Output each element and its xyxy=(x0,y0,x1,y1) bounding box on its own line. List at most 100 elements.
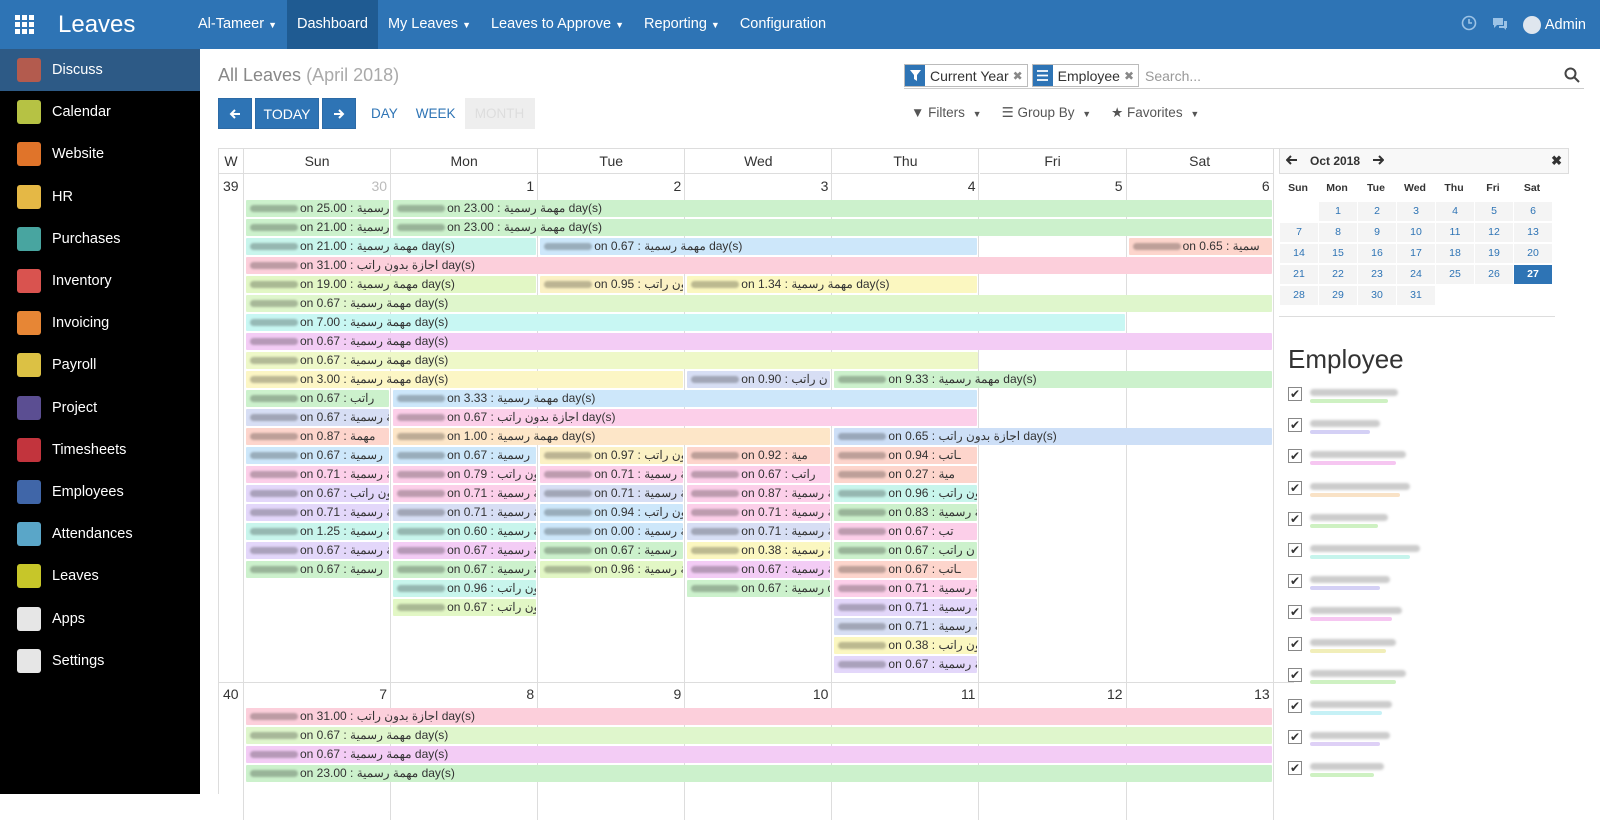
leave-event[interactable]: on 0.79 : بدون راتب xyxy=(393,466,537,483)
day-number[interactable]: 3 xyxy=(820,178,829,194)
leave-event[interactable]: on 0.90 : ن راتب xyxy=(687,371,831,388)
group-by-dropdown[interactable]: ☰ Group By ▼ xyxy=(1002,105,1092,121)
leave-event[interactable]: on 21.00 : مهمة رسمية day(s) xyxy=(246,238,537,255)
mini-day[interactable]: 9 xyxy=(1358,223,1396,242)
leave-event[interactable]: on 0.60 : مهمة رسمية xyxy=(393,523,537,540)
mini-next-icon[interactable] xyxy=(1372,154,1385,168)
employee-filter-item[interactable]: ✔ xyxy=(1288,385,1488,407)
leave-event[interactable]: on 0.67 : رسمية day(s) xyxy=(687,580,831,597)
close-icon[interactable]: ✖ xyxy=(1551,153,1562,168)
leave-event[interactable]: on 0.71 : مهمة رسمية xyxy=(393,504,537,521)
facet-employee[interactable]: Employee ✖ xyxy=(1031,64,1139,87)
leave-event[interactable]: on 0.67 : اجازة بدون راتب day(s) xyxy=(393,409,978,426)
leave-event[interactable]: on 0.67 : رسمية xyxy=(246,561,390,578)
sidebar-item-attendances[interactable]: Attendances xyxy=(0,513,200,555)
leave-event[interactable]: on 0.71 : مهمة رسمية xyxy=(834,599,978,616)
leave-event[interactable]: on 0.87 : مهمة xyxy=(246,428,390,445)
leave-event[interactable]: on 0.71 : مهمة رسمية xyxy=(393,485,537,502)
day-number[interactable]: 4 xyxy=(967,178,976,194)
mini-day[interactable]: 18 xyxy=(1436,244,1474,263)
sidebar-item-employees[interactable]: Employees xyxy=(0,471,200,513)
leave-event[interactable]: on 25.00 : ة رسمية xyxy=(246,200,390,217)
leave-event[interactable]: on 0.71 : مهمة رسمية xyxy=(834,580,978,597)
leave-event[interactable]: on 21.00 : مهمة رسمية xyxy=(246,219,390,236)
leave-event[interactable]: on 0.96 : بدون راتب xyxy=(834,485,978,502)
day-number[interactable]: 6 xyxy=(1261,178,1270,194)
today-button[interactable]: TODAY xyxy=(255,98,319,129)
leave-event[interactable]: on 0.71 : مهمة رسمية xyxy=(540,466,684,483)
sidebar-item-website[interactable]: Website xyxy=(0,133,200,175)
leave-event[interactable]: on 0.67 : رسمية xyxy=(540,542,684,559)
day-number[interactable]: 2 xyxy=(673,178,682,194)
leave-event[interactable]: on 0.96 : مهمة رسمية xyxy=(540,561,684,578)
sidebar-item-discuss[interactable]: Discuss xyxy=(0,49,200,92)
leave-event[interactable]: on 3.00 : مهمة رسمية day(s) xyxy=(246,371,684,388)
sidebar-item-payroll[interactable]: Payroll xyxy=(0,344,200,386)
leave-event[interactable]: on 0.94 : ـاتب xyxy=(834,447,978,464)
leave-event[interactable]: on 0.71 : مهمة رسمية xyxy=(687,523,831,540)
leave-event[interactable]: on 0.95 : بدون راتب xyxy=(540,276,684,293)
leave-event[interactable]: on 0.83 : مهمة رسمية xyxy=(834,504,978,521)
employee-filter-item[interactable]: ✔ xyxy=(1288,572,1488,594)
leave-event[interactable]: on 0.65 : اجازة بدون راتب day(s) xyxy=(834,428,1272,445)
mini-day[interactable]: 17 xyxy=(1397,244,1435,263)
leave-event[interactable]: on 0.67 : مهمة رسمية day(s) xyxy=(246,295,1272,312)
leave-event[interactable]: on 1.25 : مة رسمية xyxy=(246,523,390,540)
employee-filter-item[interactable]: ✔ xyxy=(1288,697,1488,719)
leave-event[interactable]: on 0.27 : مية xyxy=(834,466,978,483)
leave-event[interactable]: on 1.00 : مهمة رسمية day(s) xyxy=(393,428,831,445)
mini-day[interactable]: 2 xyxy=(1358,202,1396,221)
sidebar-item-purchases[interactable]: Purchases xyxy=(0,218,200,260)
leave-event[interactable]: on 0.71 : مهمة رسمية xyxy=(246,466,390,483)
leave-event[interactable]: on 0.67 : بدون راتب xyxy=(393,599,537,616)
leave-event[interactable]: on 0.67 : مهمة رسمية xyxy=(393,561,537,578)
mini-day[interactable]: 10 xyxy=(1397,223,1435,242)
sidebar-item-calendar[interactable]: Calendar xyxy=(0,91,200,133)
day-number[interactable]: 5 xyxy=(1114,178,1123,194)
leave-event[interactable]: on 7.00 : مهمة رسمية day(s) xyxy=(246,314,1125,331)
employee-filter-item[interactable]: ✔ xyxy=(1288,635,1488,657)
employee-filter-item[interactable]: ✔ xyxy=(1288,479,1488,501)
mini-day[interactable]: 4 xyxy=(1436,202,1474,221)
mini-day[interactable]: 8 xyxy=(1319,223,1357,242)
day-number[interactable]: 13 xyxy=(1254,686,1270,702)
employee-filter-item[interactable]: ✔ xyxy=(1288,510,1488,532)
mini-day[interactable]: 21 xyxy=(1280,265,1318,284)
leave-event[interactable]: on 19.00 : مهمة رسمية day(s) xyxy=(246,276,537,293)
mini-day[interactable]: 25 xyxy=(1436,265,1474,284)
sidebar-item-project[interactable]: Project xyxy=(0,387,200,429)
menu-item-my-leaves[interactable]: My Leaves ▼ xyxy=(378,0,481,49)
day-number[interactable]: 7 xyxy=(379,686,388,702)
week-view-button[interactable]: WEEK xyxy=(415,106,456,121)
leave-event[interactable]: on 0.67 : رسمية xyxy=(246,447,390,464)
day-number[interactable]: 12 xyxy=(1107,686,1123,702)
leave-event[interactable]: on 0.71 : مهمة رسمية xyxy=(687,504,831,521)
checkbox[interactable]: ✔ xyxy=(1288,449,1302,464)
mini-day[interactable]: 14 xyxy=(1280,244,1318,263)
mini-day[interactable]: 27 xyxy=(1514,265,1552,284)
leave-event[interactable]: on 23.00 : مهمة رسمية day(s) xyxy=(246,765,1272,782)
sidebar-item-hr[interactable]: HR xyxy=(0,176,200,218)
leave-event[interactable]: on 0.67 : مهمة رسمية day(s) xyxy=(246,727,1272,744)
mini-day[interactable]: 6 xyxy=(1514,202,1552,221)
checkbox[interactable]: ✔ xyxy=(1288,543,1302,557)
leave-event[interactable]: on 0.87 : مهمة رسمية xyxy=(687,485,831,502)
month-view-button[interactable]: MONTH xyxy=(464,98,535,129)
mini-day[interactable]: 20 xyxy=(1514,244,1552,263)
leave-event[interactable]: on 0.67 : مهمة رسمية xyxy=(834,656,978,673)
mini-day[interactable]: 11 xyxy=(1436,223,1474,242)
mini-day[interactable]: 5 xyxy=(1475,202,1513,221)
leave-event[interactable]: on 0.65 : سمية xyxy=(1128,238,1272,255)
leave-event[interactable]: on 0.71 : مهمة رسمية xyxy=(834,618,978,635)
leave-event[interactable]: on 0.94 : دون راتب xyxy=(540,504,684,521)
mini-day[interactable]: 28 xyxy=(1280,286,1318,305)
mini-day[interactable]: 3 xyxy=(1397,202,1435,221)
leave-event[interactable]: on 0.92 : مية xyxy=(687,447,831,464)
user-menu[interactable]: Admin xyxy=(1522,15,1586,34)
checkbox[interactable]: ✔ xyxy=(1288,480,1302,495)
day-number[interactable]: 10 xyxy=(812,686,829,702)
leave-event[interactable]: on 0.96 : بدون راتب xyxy=(393,580,537,597)
mini-day[interactable]: 22 xyxy=(1319,265,1357,284)
employee-filter-item[interactable]: ✔ xyxy=(1288,603,1488,625)
leave-event[interactable]: on 0.67 : مهمة رسمية day(s) xyxy=(246,352,978,369)
